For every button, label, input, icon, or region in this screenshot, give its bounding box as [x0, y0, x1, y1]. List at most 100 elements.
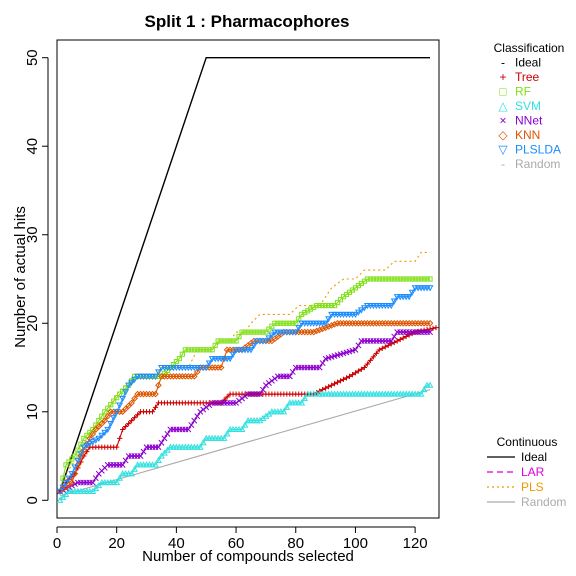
marker-knn — [131, 395, 138, 402]
marker-plslda — [357, 307, 365, 314]
marker-rf — [105, 405, 111, 411]
marker-rf — [391, 276, 397, 282]
marker-svm — [223, 430, 231, 437]
marker-tree — [149, 409, 156, 415]
marker-plslda — [125, 382, 133, 389]
marker-plslda — [247, 347, 255, 354]
marker-plslda — [405, 294, 413, 301]
marker-tree — [346, 373, 353, 379]
marker-rf — [266, 326, 272, 332]
marker-tree — [152, 404, 159, 410]
marker-plslda — [205, 360, 213, 367]
marker-tree — [379, 345, 385, 351]
marker-nnet — [119, 461, 126, 468]
marker-rf — [367, 276, 373, 282]
legend-label-tree: Tree — [515, 70, 540, 84]
marker-knn — [68, 479, 76, 486]
marker-tree — [78, 459, 84, 465]
marker-rf — [75, 447, 81, 453]
marker-nnet — [427, 329, 434, 336]
marker-svm — [280, 408, 288, 415]
legend-label-ideal: Ideal — [515, 56, 541, 70]
marker-knn — [190, 373, 198, 380]
marker-tree — [337, 378, 344, 384]
marker-nnet — [92, 475, 99, 482]
marker-plslda — [202, 364, 210, 372]
marker-plslda — [68, 471, 76, 478]
marker-plslda — [77, 451, 85, 458]
marker-tree — [134, 412, 141, 418]
marker-tree — [322, 385, 329, 391]
marker-svm — [155, 456, 162, 464]
marker-nnet — [71, 481, 78, 488]
marker-nnet — [233, 399, 240, 406]
marker-plslda — [229, 351, 237, 358]
marker-tree — [427, 326, 433, 332]
marker-rf — [403, 276, 409, 282]
marker-plslda — [116, 402, 124, 409]
marker-knn — [80, 446, 88, 454]
marker-plslda — [110, 415, 118, 422]
series-line-ideal — [59, 57, 430, 492]
marker-rf — [314, 302, 320, 309]
marker-plslda — [152, 373, 159, 380]
marker-svm — [113, 478, 121, 486]
marker-tree — [397, 336, 403, 343]
marker-nnet — [236, 397, 243, 404]
marker-tree — [430, 325, 436, 331]
marker-svm — [95, 481, 103, 489]
marker-knn — [322, 324, 329, 331]
marker-rf — [263, 329, 269, 335]
marker-rf — [197, 347, 203, 353]
marker-knn — [193, 368, 201, 376]
marker-rf — [412, 276, 418, 282]
marker-tree — [331, 381, 338, 387]
marker-rf — [203, 347, 209, 353]
marker-rf — [334, 300, 341, 306]
marker-knn — [426, 319, 434, 327]
legend-label-pls: PLS — [521, 480, 544, 494]
marker-rf — [376, 276, 382, 282]
marker-rf — [242, 329, 248, 335]
marker-svm — [298, 399, 306, 406]
y-tick-label: 10 — [24, 403, 41, 420]
marker-knn — [325, 323, 332, 330]
marker-rf — [218, 338, 224, 344]
x-tick-label: 60 — [228, 535, 245, 552]
marker-plslda — [65, 475, 73, 482]
legend-title: Continuous — [497, 435, 558, 449]
legend-key: - — [501, 157, 505, 171]
x-tick-label: 80 — [287, 535, 304, 552]
marker-nnet — [352, 346, 359, 353]
marker-svm — [152, 461, 159, 468]
marker-rf — [215, 338, 221, 344]
marker-nnet — [239, 395, 245, 402]
marker-rf — [200, 347, 206, 353]
marker-rf — [173, 359, 179, 365]
marker-rf — [161, 370, 168, 376]
marker-tree — [334, 379, 341, 385]
marker-svm — [196, 443, 204, 450]
marker-plslda — [268, 332, 276, 339]
marker-rf — [236, 333, 242, 340]
marker-tree — [394, 338, 400, 344]
legend-label-svm: SVM — [515, 99, 541, 113]
marker-rf — [185, 347, 191, 353]
marker-plslda — [351, 311, 359, 319]
marker-rf — [224, 338, 230, 344]
marker-plslda — [119, 395, 127, 403]
marker-tree — [221, 397, 227, 403]
marker-plslda — [98, 432, 106, 440]
marker-rf — [317, 302, 323, 309]
marker-tree — [343, 375, 350, 381]
marker-svm — [199, 439, 207, 446]
marker-nnet — [319, 360, 326, 367]
marker-rf — [281, 320, 287, 326]
marker-knn — [95, 423, 103, 430]
marker-tree — [388, 341, 394, 347]
marker-rf — [221, 338, 227, 344]
marker-svm — [163, 446, 171, 453]
legend-label-knn: KNN — [515, 128, 540, 142]
